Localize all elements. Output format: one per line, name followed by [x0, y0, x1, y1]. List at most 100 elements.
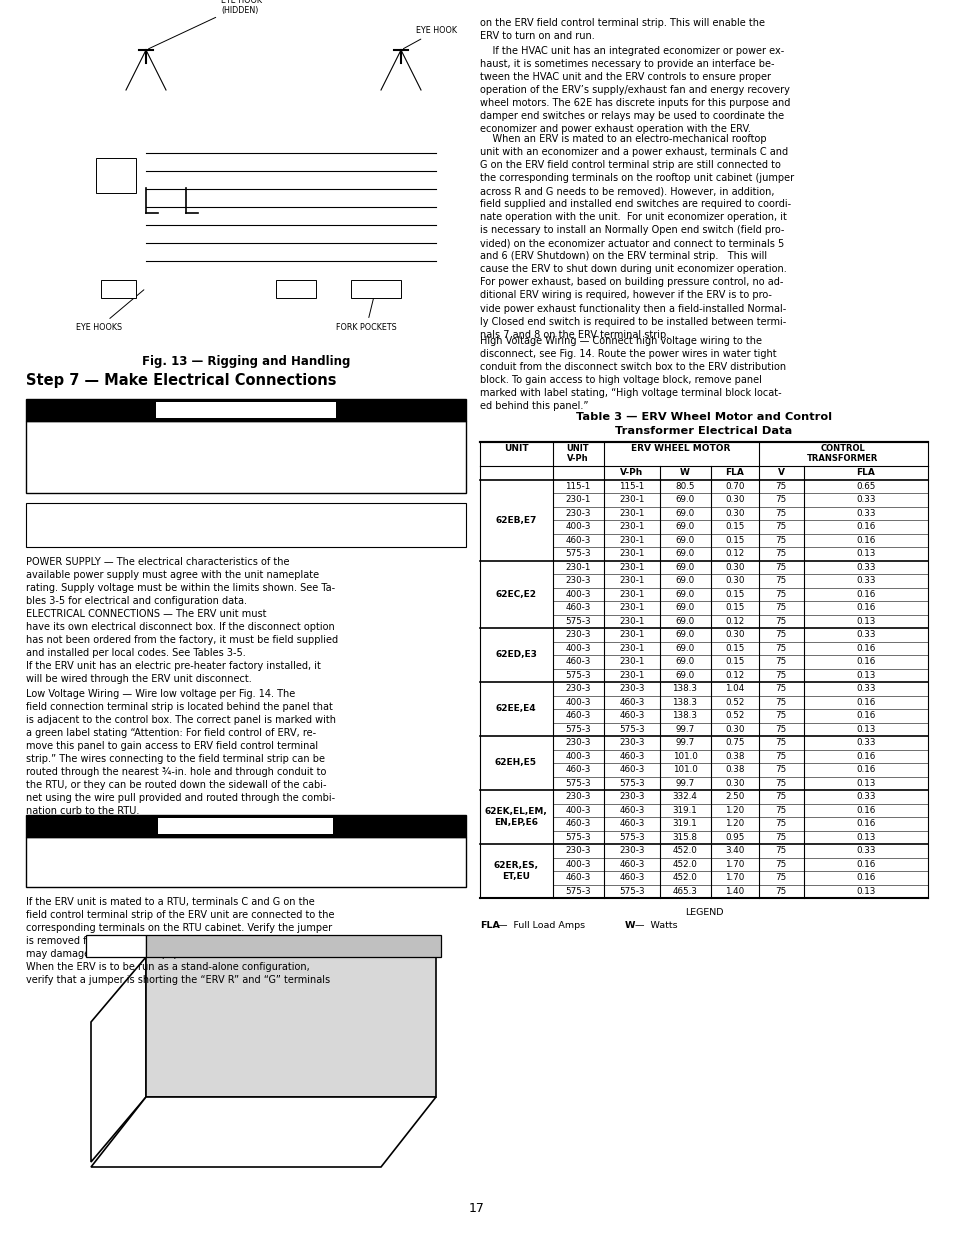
Text: 230-1: 230-1	[618, 603, 644, 613]
Text: ⚠  WARNING: ⚠ WARNING	[193, 403, 297, 417]
Text: 0.15: 0.15	[724, 522, 744, 531]
Text: 0.12: 0.12	[724, 550, 744, 558]
Text: 0.13: 0.13	[856, 616, 875, 626]
Text: 460-3: 460-3	[565, 711, 590, 720]
FancyBboxPatch shape	[26, 399, 465, 421]
Text: 575-3: 575-3	[618, 887, 644, 895]
Text: 0.13: 0.13	[856, 887, 875, 895]
Text: on the ERV field control terminal strip. This will enable the
ERV to turn on and: on the ERV field control terminal strip.…	[479, 19, 764, 41]
Text: ERV WHEEL MOTOR: ERV WHEEL MOTOR	[631, 445, 730, 453]
Text: 69.0: 69.0	[675, 590, 694, 599]
FancyBboxPatch shape	[26, 503, 465, 547]
Text: 0.16: 0.16	[856, 643, 875, 653]
Text: 75: 75	[775, 643, 786, 653]
Text: 0.15: 0.15	[724, 536, 744, 545]
Text: When an ERV is mated to an electro-mechanical rooftop
unit with an economizer an: When an ERV is mated to an electro-mecha…	[479, 135, 793, 340]
Text: 75: 75	[775, 792, 786, 802]
Text: Step 7 — Make Electrical Connections: Step 7 — Make Electrical Connections	[26, 373, 336, 388]
Text: High Voltage Wiring — Connect high voltage wiring to the
disconnect, see Fig. 14: High Voltage Wiring — Connect high volta…	[479, 336, 785, 411]
Text: 75: 75	[775, 630, 786, 640]
Text: 101.0: 101.0	[672, 766, 697, 774]
Text: 1.70: 1.70	[724, 873, 744, 882]
Text: FLA: FLA	[725, 468, 743, 477]
Text: Fig. 13 — Rigging and Handling: Fig. 13 — Rigging and Handling	[142, 354, 350, 368]
Text: EYE HOOK: EYE HOOK	[403, 26, 456, 48]
Text: W: W	[624, 921, 635, 930]
Text: 138.3: 138.3	[672, 698, 697, 706]
Text: 138.3: 138.3	[672, 684, 697, 693]
Text: 0.33: 0.33	[856, 630, 875, 640]
Text: 75: 75	[775, 590, 786, 599]
Text: 0.15: 0.15	[724, 590, 744, 599]
Text: 0.16: 0.16	[856, 873, 875, 882]
Text: Transformer Electrical Data: Transformer Electrical Data	[615, 426, 792, 436]
Text: 0.16: 0.16	[856, 603, 875, 613]
Text: 69.0: 69.0	[675, 630, 694, 640]
Text: 69.0: 69.0	[675, 495, 694, 504]
Text: 460-3: 460-3	[565, 819, 590, 829]
Text: 69.0: 69.0	[675, 657, 694, 666]
FancyBboxPatch shape	[351, 280, 400, 298]
Polygon shape	[146, 935, 440, 957]
Text: 0.30: 0.30	[724, 630, 744, 640]
Text: 575-3: 575-3	[618, 832, 644, 842]
Text: 0.16: 0.16	[856, 536, 875, 545]
Text: 400-3: 400-3	[565, 752, 590, 761]
Text: LEGEND: LEGEND	[684, 908, 722, 918]
Text: 230-1: 230-1	[618, 495, 644, 504]
Text: 230-1: 230-1	[618, 522, 644, 531]
Text: FLA: FLA	[479, 921, 499, 930]
Text: If the ERV unit has an electric pre-heater factory installed, it
will be wired t: If the ERV unit has an electric pre-heat…	[26, 661, 320, 684]
Text: FORK POCKETS: FORK POCKETS	[335, 290, 396, 332]
Text: 1.70: 1.70	[724, 860, 744, 868]
Text: 230-3: 230-3	[565, 577, 590, 585]
Text: 62EK,EL,EM,
EN,EP,E6: 62EK,EL,EM, EN,EP,E6	[484, 808, 547, 826]
Text: 75: 75	[775, 684, 786, 693]
Text: 0.16: 0.16	[856, 590, 875, 599]
Text: 115-1: 115-1	[565, 482, 590, 490]
Text: IMPORTANT: Only trained, qualified installers and ser-
vice technicians should i: IMPORTANT: Only trained, qualified insta…	[34, 509, 313, 545]
Text: 0.95: 0.95	[724, 832, 744, 842]
Text: 0.65: 0.65	[856, 482, 875, 490]
Text: V: V	[777, 468, 783, 477]
Text: 0.15: 0.15	[724, 643, 744, 653]
Text: 230-3: 230-3	[618, 846, 644, 856]
Text: 315.8: 315.8	[672, 832, 697, 842]
Text: 75: 75	[775, 711, 786, 720]
Text: 17: 17	[469, 1202, 484, 1215]
Text: Table 3 — ERV Wheel Motor and Control: Table 3 — ERV Wheel Motor and Control	[576, 412, 831, 422]
Text: 460-3: 460-3	[618, 766, 644, 774]
Text: 0.16: 0.16	[856, 819, 875, 829]
Text: 0.33: 0.33	[856, 509, 875, 517]
Text: 460-3: 460-3	[565, 873, 590, 882]
Text: V-Ph: V-Ph	[619, 468, 643, 477]
Text: When the ERV is to be run as a stand-alone configuration,
verify that a jumper i: When the ERV is to be run as a stand-alo…	[26, 962, 330, 986]
Text: 75: 75	[775, 766, 786, 774]
Text: 452.0: 452.0	[672, 873, 697, 882]
Text: 575-3: 575-3	[564, 671, 590, 679]
Text: 69.0: 69.0	[675, 603, 694, 613]
Text: 230-1: 230-1	[618, 509, 644, 517]
Text: 0.52: 0.52	[724, 698, 744, 706]
Text: 230-3: 230-3	[565, 630, 590, 640]
Text: 75: 75	[775, 739, 786, 747]
Text: 400-3: 400-3	[565, 590, 590, 599]
Text: 460-3: 460-3	[618, 860, 644, 868]
Text: 69.0: 69.0	[675, 671, 694, 679]
Text: 230-1: 230-1	[618, 657, 644, 666]
Text: POWER SUPPLY — The electrical characteristics of the
available power supply must: POWER SUPPLY — The electrical characteri…	[26, 557, 335, 606]
Text: 1.20: 1.20	[724, 805, 744, 815]
Text: When routing wires in the ERV always keep them away
from moving parts and sharp : When routing wires in the ERV always kee…	[34, 844, 317, 881]
Text: 460-3: 460-3	[618, 698, 644, 706]
Text: If the HVAC unit has an integrated economizer or power ex-
haust, it is sometime: If the HVAC unit has an integrated econo…	[479, 46, 789, 135]
Text: EYE HOOKS: EYE HOOKS	[76, 290, 144, 332]
Text: 99.7: 99.7	[675, 739, 694, 747]
Text: 230-3: 230-3	[565, 509, 590, 517]
Text: 1.20: 1.20	[724, 819, 744, 829]
Text: 75: 75	[775, 698, 786, 706]
Text: 0.13: 0.13	[856, 832, 875, 842]
Text: 460-3: 460-3	[618, 873, 644, 882]
Text: 62ER,ES,
ET,EU: 62ER,ES, ET,EU	[493, 861, 537, 881]
Text: 575-3: 575-3	[564, 887, 590, 895]
Text: 99.7: 99.7	[675, 779, 694, 788]
